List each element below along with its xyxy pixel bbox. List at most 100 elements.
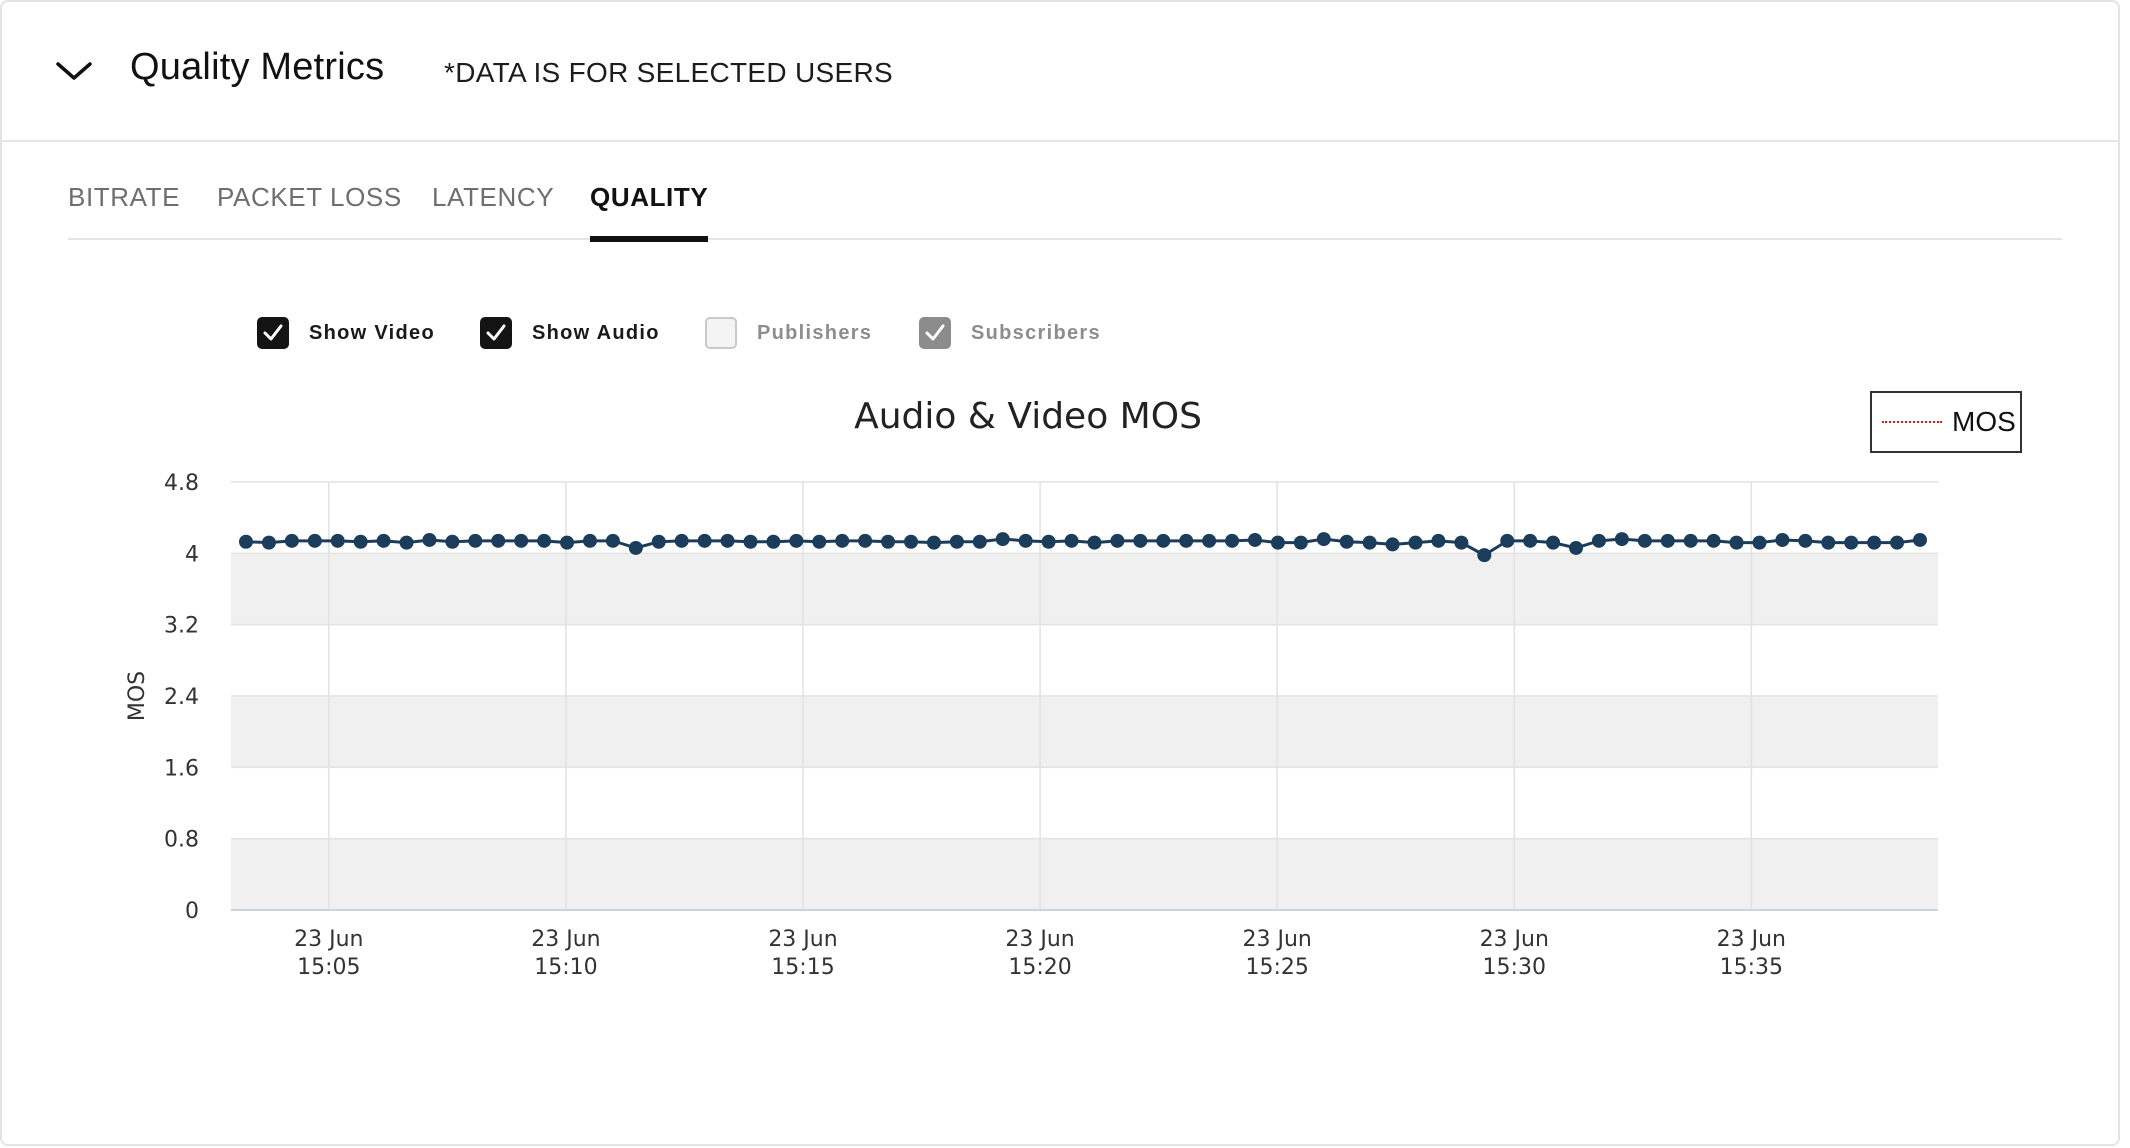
x-tick-time: 15:20: [1008, 955, 1071, 980]
mos-data-point: [307, 533, 322, 548]
metric-tabs: BITRATE PACKET LOSS LATENCY QUALITY: [68, 182, 2062, 242]
mos-data-point: [1018, 533, 1033, 548]
mos-data-point: [1775, 532, 1790, 547]
mos-data-point: [881, 534, 896, 549]
mos-data-point: [1408, 535, 1423, 550]
y-tick-label: 0: [185, 899, 199, 924]
y-tick-label: 0.8: [164, 828, 199, 853]
mos-data-point: [1156, 533, 1171, 548]
plot-band: [231, 696, 1938, 768]
chevron-down-icon[interactable]: [54, 56, 94, 86]
subscribers-checkbox[interactable]: Subscribers: [919, 315, 1101, 351]
mos-data-point: [1270, 535, 1285, 550]
selection-note: *DATA IS FOR SELECTED USERS: [444, 57, 893, 88]
check-icon: [919, 317, 951, 349]
mos-data-point: [1064, 533, 1079, 548]
mos-data-point: [628, 540, 643, 555]
x-tick-time: 15:05: [297, 955, 360, 980]
mos-data-point: [1339, 534, 1354, 549]
mos-data-point: [605, 533, 620, 548]
mos-data-point: [1660, 533, 1675, 548]
mos-data-point: [1523, 533, 1538, 548]
mos-data-point: [995, 532, 1010, 547]
x-tick-date: 23 Jun: [1005, 927, 1074, 952]
mos-data-point: [1706, 533, 1721, 548]
tab-packet-loss[interactable]: PACKET LOSS: [217, 182, 402, 212]
tab-quality[interactable]: QUALITY: [590, 182, 709, 242]
mos-data-point: [1385, 537, 1400, 552]
chart-legend[interactable]: MOS: [1870, 391, 2022, 453]
mos-data-point: [1729, 535, 1744, 550]
mos-data-point: [697, 533, 712, 548]
show-video-label: Show Video: [309, 321, 435, 344]
mos-data-point: [537, 533, 552, 548]
mos-data-point: [491, 533, 506, 548]
mos-data-point: [949, 534, 964, 549]
mos-data-point: [1683, 533, 1698, 548]
mos-data-point: [789, 533, 804, 548]
mos-data-point: [376, 533, 391, 548]
mos-data-point: [812, 534, 827, 549]
mos-data-point: [560, 535, 575, 550]
mos-data-point: [1867, 535, 1882, 550]
panel-title: Quality Metrics: [130, 46, 385, 88]
x-tick-date: 23 Jun: [294, 927, 363, 952]
mos-data-point: [1569, 540, 1584, 555]
empty-checkbox-icon: [705, 317, 737, 349]
mos-data-point: [1247, 532, 1262, 547]
mos-data-point: [1202, 533, 1217, 548]
y-axis-label: MOS: [125, 671, 150, 721]
mos-data-point: [926, 535, 941, 550]
x-tick-date: 23 Jun: [1717, 927, 1786, 952]
x-tick-date: 23 Jun: [1242, 927, 1311, 952]
y-tick-label: 1.6: [164, 756, 199, 781]
tab-latency[interactable]: LATENCY: [432, 182, 555, 212]
mos-data-point: [1844, 535, 1859, 550]
mos-data-point: [1546, 535, 1561, 550]
mos-data-point: [468, 533, 483, 548]
publishers-checkbox[interactable]: Publishers: [705, 315, 872, 351]
mos-data-point: [1110, 533, 1125, 548]
x-tick-time: 15:35: [1720, 955, 1783, 980]
show-video-checkbox[interactable]: Show Video: [257, 315, 435, 351]
subscribers-label: Subscribers: [971, 321, 1101, 344]
x-tick-date: 23 Jun: [531, 927, 600, 952]
tab-bitrate[interactable]: BITRATE: [68, 182, 181, 212]
plot-band: [231, 838, 1938, 910]
mos-data-point: [1614, 532, 1629, 547]
x-tick-date: 23 Jun: [768, 927, 837, 952]
mos-data-point: [582, 533, 597, 548]
check-icon: [257, 317, 289, 349]
mos-data-point: [972, 534, 987, 549]
panel-header: Quality Metrics *DATA IS FOR SELECTED US…: [2, 2, 2118, 142]
mos-data-point: [1293, 535, 1308, 550]
mos-data-point: [674, 533, 689, 548]
mos-data-point: [1316, 532, 1331, 547]
mos-data-point: [330, 533, 345, 548]
x-tick-time: 15:10: [534, 955, 597, 980]
mos-data-point: [1179, 533, 1194, 548]
mos-data-point: [1913, 532, 1927, 547]
x-tick-time: 15:15: [771, 955, 834, 980]
legend-label: MOS: [1952, 406, 2016, 437]
mos-data-point: [651, 534, 666, 549]
mos-data-point: [858, 533, 873, 548]
mos-data-point: [514, 533, 529, 548]
mos-data-point: [1752, 535, 1767, 550]
mos-data-point: [766, 534, 781, 549]
y-tick-label: 3.2: [164, 614, 199, 639]
chart-title: Audio & Video MOS: [854, 396, 1202, 437]
mos-data-point: [261, 535, 276, 550]
mos-data-point: [353, 534, 368, 549]
legend-line-swatch: [1882, 421, 1942, 423]
mos-data-point: [1500, 533, 1515, 548]
y-tick-label: 4: [185, 542, 199, 567]
publishers-label: Publishers: [757, 321, 873, 344]
mos-data-point: [835, 533, 850, 548]
mos-data-point: [1225, 533, 1240, 548]
mos-data-point: [1591, 533, 1606, 548]
mos-data-point: [422, 532, 437, 547]
mos-data-point: [1454, 535, 1469, 550]
show-audio-checkbox[interactable]: Show Audio: [480, 315, 660, 351]
